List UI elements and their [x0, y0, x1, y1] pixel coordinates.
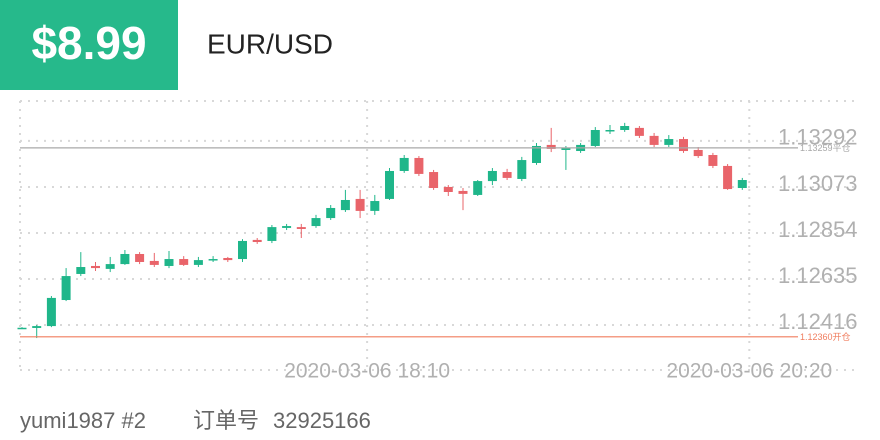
candle-body	[208, 259, 218, 261]
candle-body	[561, 147, 571, 150]
candle-body	[149, 260, 159, 265]
candle-body	[223, 257, 233, 261]
candle-body	[620, 126, 630, 131]
candle-body	[414, 157, 424, 174]
candle-body	[355, 198, 365, 211]
candle-body	[282, 226, 292, 228]
price: $8.99	[31, 17, 146, 69]
candle-body	[46, 297, 56, 327]
x-tick-label: 2020-03-06 20:20	[666, 360, 832, 383]
candle-body	[385, 170, 394, 199]
y-tick-label: 1.13073	[778, 171, 858, 196]
candle-body	[517, 160, 527, 179]
candle-body	[17, 327, 27, 330]
candle-body	[429, 172, 439, 189]
candle-body	[532, 145, 541, 163]
candle-body	[179, 259, 189, 265]
candle-body	[76, 267, 86, 274]
candle-body	[664, 139, 674, 145]
candle-body	[311, 218, 321, 227]
candle-body	[590, 130, 600, 146]
candle-body	[252, 239, 262, 243]
candle-body	[693, 149, 703, 157]
footer-user: yumi1987 #2	[20, 408, 146, 433]
candle-body	[135, 253, 145, 262]
candle-body	[487, 170, 497, 182]
candle-body	[32, 326, 42, 328]
candle-body	[370, 201, 380, 211]
y-tick-label: 1.12854	[778, 217, 858, 242]
candle-body	[634, 127, 644, 136]
candle-body	[458, 190, 468, 194]
candle-body	[737, 180, 747, 189]
candle-body	[649, 135, 659, 145]
candle-body	[267, 227, 277, 241]
candle-body	[473, 181, 483, 195]
candle-body	[91, 265, 100, 269]
candle-body	[723, 165, 733, 190]
y-tick-label: 1.12635	[778, 263, 858, 288]
candle-body	[326, 207, 336, 219]
candle-body	[120, 253, 130, 265]
x-tick-label: 2020-03-06 18:10	[284, 360, 450, 383]
candle-body	[679, 139, 688, 152]
candle-body	[105, 264, 115, 269]
y-tick-label: 1.13292	[778, 125, 858, 150]
candle-body	[546, 144, 556, 149]
candle-body	[708, 155, 718, 166]
price-badge	[0, 0, 178, 90]
candle-body	[164, 259, 174, 266]
candle-body	[340, 199, 350, 211]
footer-order-id: 32925166	[273, 408, 371, 433]
symbol: EUR/USD	[207, 28, 333, 59]
candle-body	[399, 157, 409, 171]
candle-body	[605, 130, 615, 132]
reference-label: 1.13259平仓	[800, 142, 851, 153]
reference-label: 1.12360开仓	[800, 331, 851, 342]
candle-body	[238, 240, 247, 260]
footer-order-label: 订单号	[193, 408, 259, 433]
candle-body	[61, 276, 71, 301]
candle-body	[193, 260, 203, 265]
y-tick-label: 1.12416	[778, 309, 858, 334]
candle-body	[502, 172, 512, 178]
candle-body	[296, 227, 306, 229]
candle-body	[443, 186, 453, 192]
